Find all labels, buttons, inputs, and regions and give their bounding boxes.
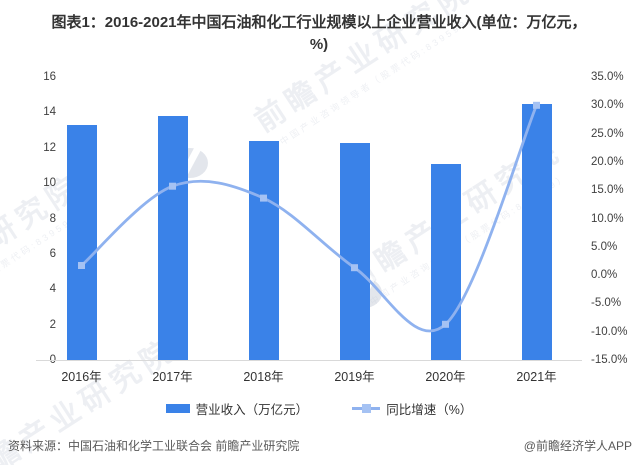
legend-line-swatch-icon — [352, 404, 381, 413]
y-axis-left-tick: 14 — [43, 106, 56, 119]
y-axis-right-tick: 0.0% — [591, 269, 618, 282]
y-axis-left-tick: 8 — [49, 212, 56, 225]
y-axis-right-tick: -15.0% — [591, 354, 628, 366]
growth-marker — [169, 182, 176, 190]
legend-item-growth: 同比增速（%） — [352, 399, 472, 418]
y-axis-right-tick: 5.0% — [591, 240, 618, 253]
y-axis-left-tick: 10 — [43, 177, 56, 190]
growth-marker — [260, 194, 267, 202]
x-tick-label: 2020年 — [425, 370, 466, 384]
y-axis-right-tick: 20.0% — [591, 155, 624, 168]
bar-slot — [491, 77, 582, 360]
x-tick-label: 2018年 — [243, 370, 284, 384]
y-axis-right: 35.0% 30.0% 25.0% 20.0% 15.0% 10.0% 5.0% 0.0% -5… — [591, 71, 638, 366]
x-tick-label: 2017年 — [152, 370, 193, 384]
y-axis-right-tick: 15.0% — [591, 184, 624, 197]
growth-marker — [533, 101, 540, 109]
y-axis-right-tick: 25.0% — [591, 127, 624, 140]
y-axis-right-tick: 35.0% — [591, 71, 624, 83]
y-axis-left-tick: 12 — [43, 141, 56, 154]
bars-layer — [36, 77, 582, 360]
footer: 资料来源：中国石油和化学工业联合会 前瞻产业研究院 @前瞻经济学人APP — [8, 437, 632, 454]
plot-area — [36, 77, 582, 361]
y-axis-right-tick: -10.0% — [591, 325, 628, 338]
y-axis-right-tick: -5.0% — [591, 297, 622, 310]
legend-label: 营业收入（万亿元） — [195, 403, 309, 417]
legend: 营业收入（万亿元） 同比增速（%） — [0, 399, 638, 418]
chart-title: 图表1：2016-2021年中国石油和化工行业规模以上企业营业收入(单位：万亿元… — [51, 14, 587, 53]
bar-slot — [218, 77, 309, 360]
legend-item-revenue: 营业收入（万亿元） — [165, 399, 309, 418]
y-axis-left-tick: 4 — [49, 283, 56, 296]
bar-slot — [36, 77, 127, 360]
bar-slot — [127, 77, 218, 360]
growth-marker — [351, 264, 358, 272]
y-axis-right-tick: 30.0% — [591, 99, 624, 112]
growth-marker — [78, 262, 85, 269]
y-axis-left: 16 14 12 10 8 6 4 2 0 — [0, 71, 56, 366]
attribution: @前瞻经济学人APP — [523, 439, 632, 453]
bar-slot — [309, 77, 400, 360]
source-note: 资料来源：中国石油和化学工业联合会 前瞻产业研究院 — [8, 439, 300, 453]
revenue-bar — [248, 140, 279, 360]
legend-label: 同比增速（%） — [386, 403, 473, 417]
y-axis-left-tick: 6 — [49, 247, 56, 260]
legend-bar-swatch-icon — [165, 404, 190, 413]
growth-marker — [442, 320, 449, 328]
revenue-bar — [521, 104, 552, 360]
x-axis: 2016年 2017年 2018年 2019年 2020年 2021年 — [36, 366, 582, 385]
x-tick-label: 2021年 — [516, 370, 557, 384]
revenue-bar — [339, 142, 370, 360]
y-axis-left-tick: 2 — [49, 318, 56, 331]
revenue-bar — [157, 116, 188, 360]
x-tick-label: 2019年 — [334, 370, 375, 384]
growth-line-svg — [78, 101, 540, 333]
y-axis-right-tick: 10.0% — [591, 212, 624, 225]
growth-line — [80, 104, 538, 333]
revenue-bar — [66, 124, 97, 360]
x-tick-label: 2016年 — [61, 370, 102, 384]
y-axis-left-tick: 16 — [43, 71, 56, 83]
